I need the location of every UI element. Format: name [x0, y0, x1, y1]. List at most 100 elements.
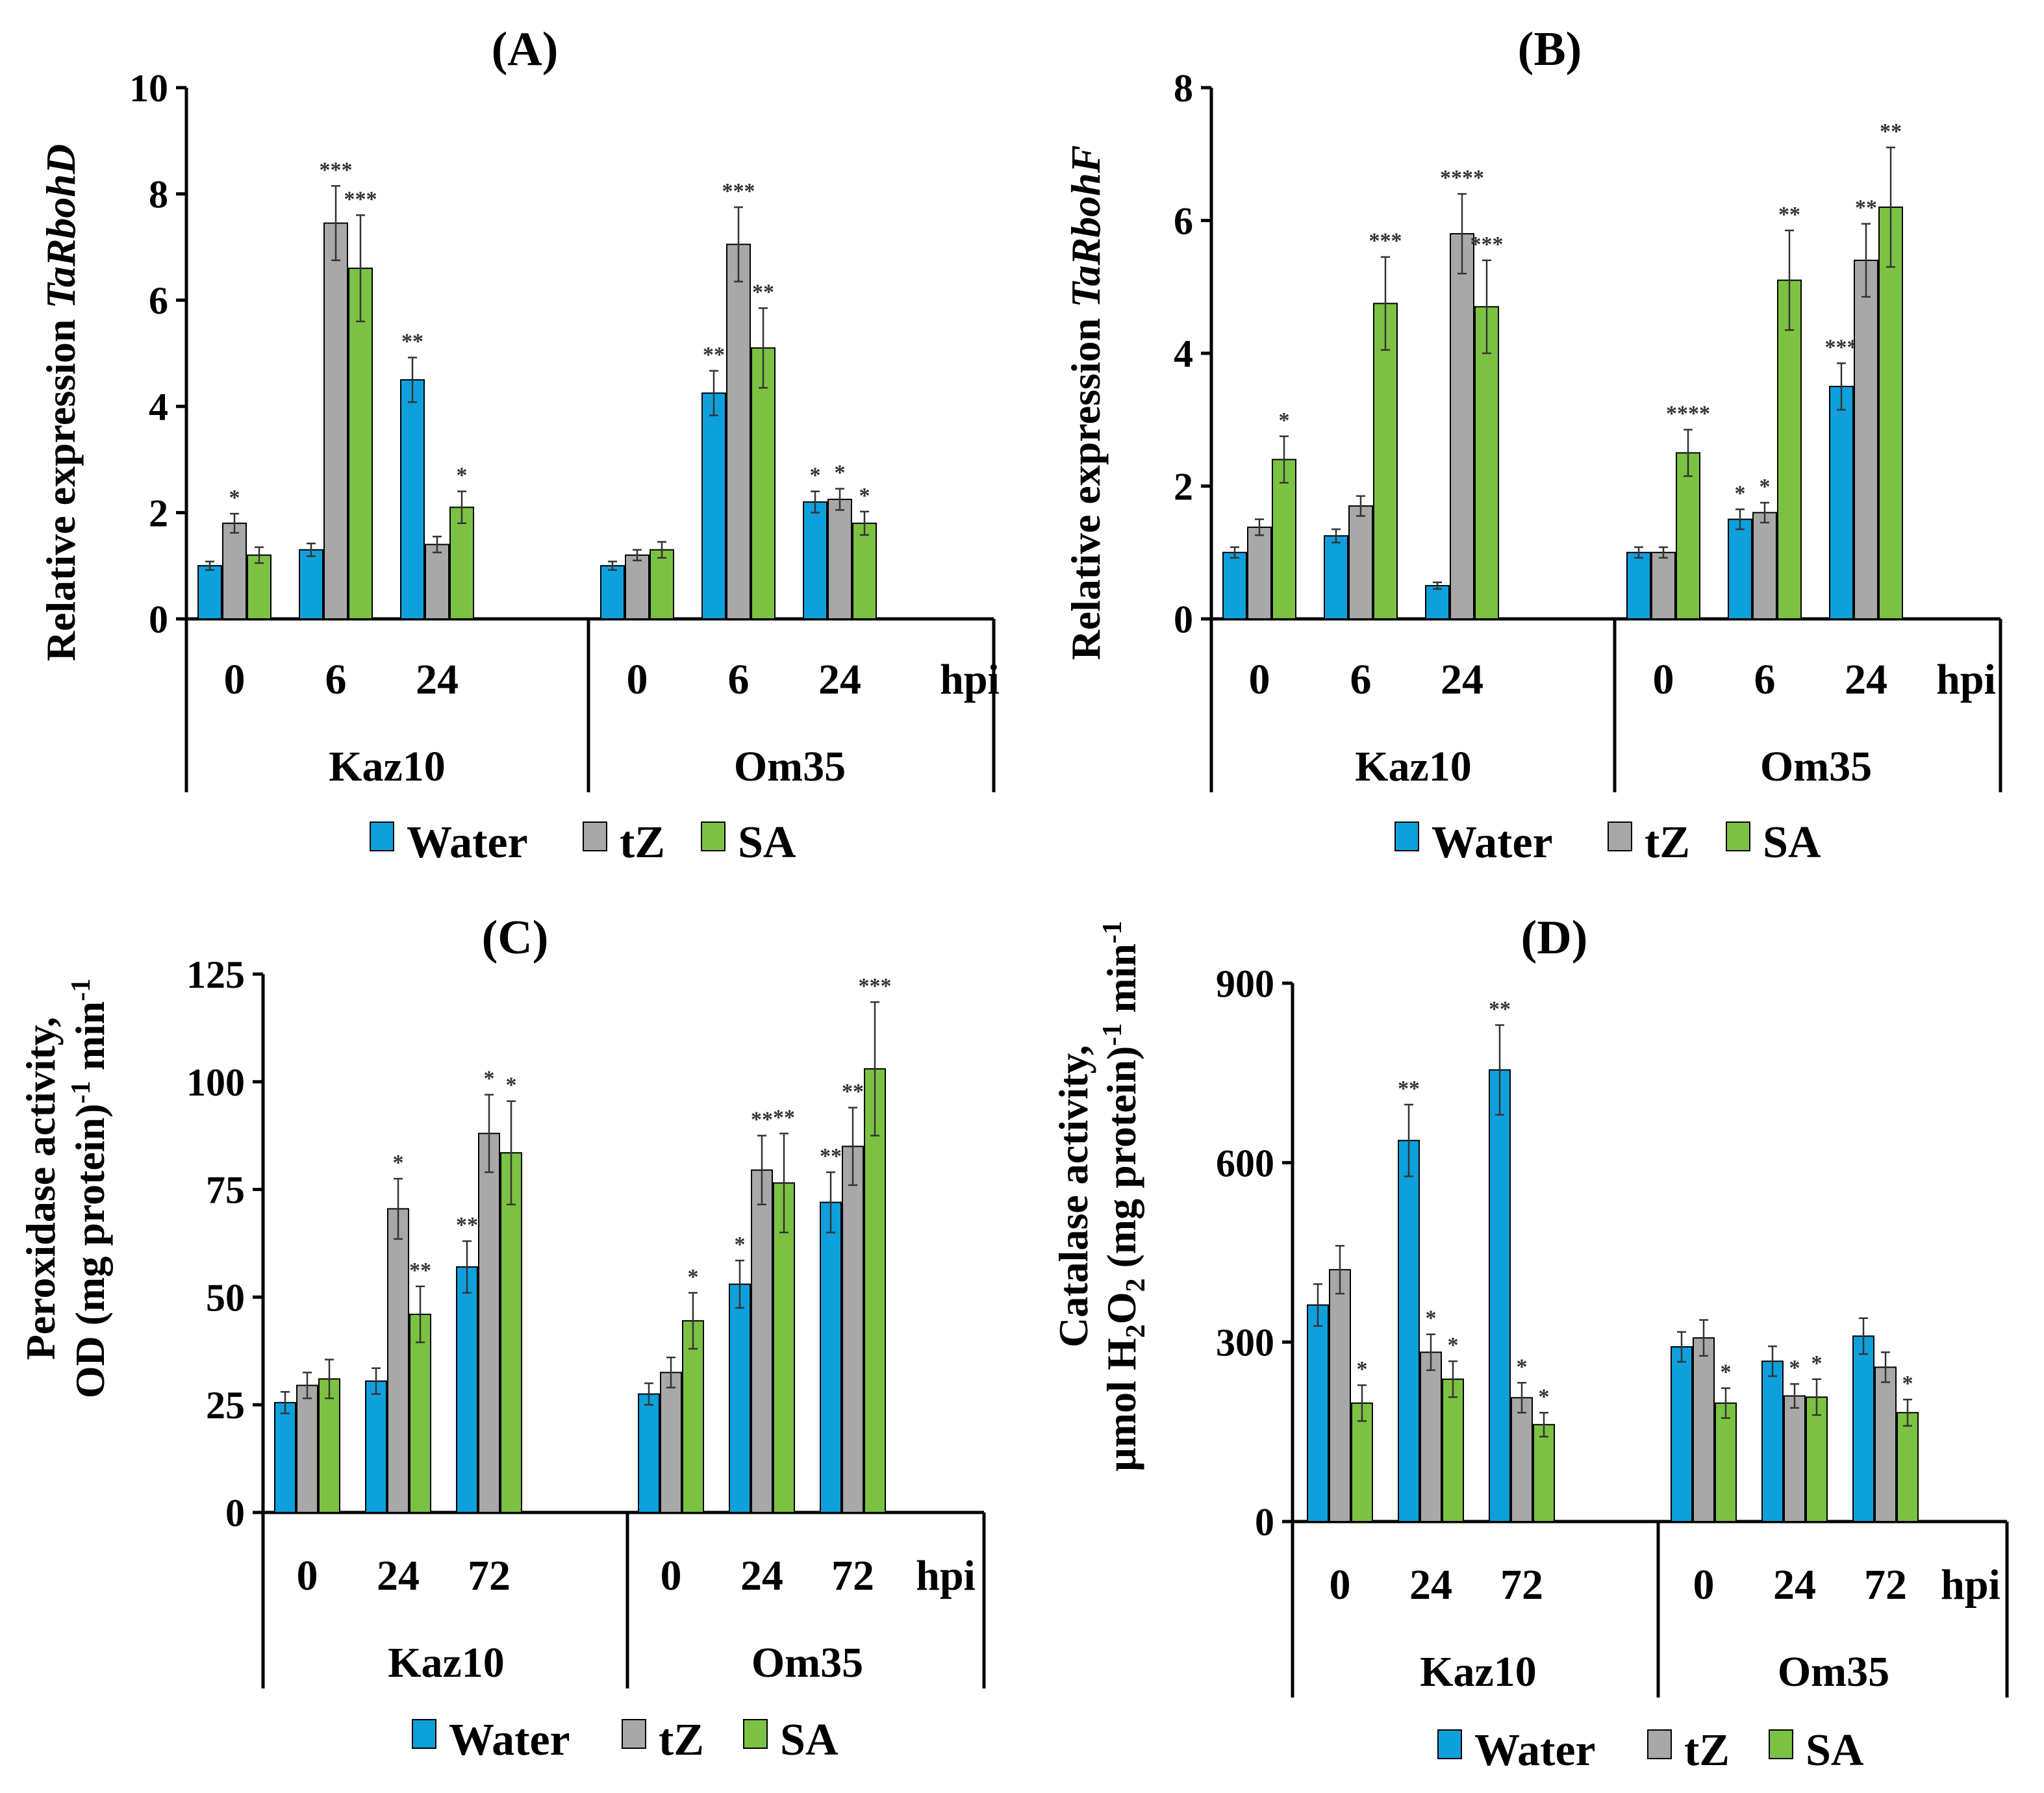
bar-water [1761, 1360, 1784, 1523]
y-axis-label-sup: -1 [1098, 921, 1128, 944]
y-tick-label: 0 [1255, 1501, 1274, 1544]
legend-swatch-sa [701, 821, 725, 851]
hpi-label: hpi [1941, 1561, 2000, 1609]
significance-mark: ** [409, 1259, 431, 1283]
y-tick-label: 25 [206, 1384, 245, 1427]
y-tick-label: 600 [1216, 1142, 1274, 1185]
y-tick-label: 2 [149, 492, 168, 534]
significance-mark: ** [842, 1080, 864, 1104]
y-axis-label-unit: min [1098, 944, 1144, 1023]
bar-sa [1474, 306, 1499, 620]
significance-mark: * [1902, 1372, 1913, 1396]
y-axis-label-gene: TaRbohF [1063, 145, 1109, 308]
y-tick-label: 10 [129, 67, 168, 110]
bar-water [197, 565, 222, 620]
y-axis-label-line2: OD (mg protein)-1 min-1 [66, 979, 113, 1399]
category-label: 24 [416, 656, 459, 703]
significance-mark: ** [703, 343, 725, 367]
chart-title: (D) [1521, 911, 1588, 964]
group-label: Kaz10 [1420, 1648, 1537, 1696]
bar-tz [478, 1133, 500, 1514]
significance-mark: ** [456, 1213, 478, 1237]
legend: Water tZ SA [1394, 818, 1821, 868]
group-label: Om35 [751, 1639, 863, 1686]
significance-mark: * [1811, 1351, 1823, 1375]
legend-swatch-water [370, 821, 394, 851]
chart-title: (B) [1518, 23, 1582, 76]
bar-water [820, 1201, 842, 1513]
bar-tz [425, 544, 449, 620]
legend-label-tz: tZ [1645, 818, 1690, 868]
bar-water [803, 501, 827, 620]
panel-a: (A) Relative expression TaRbohD hpi Kaz1… [38, 23, 1000, 868]
bar-tz [1854, 259, 1878, 620]
bar-sa [318, 1378, 340, 1513]
hpi-label: hpi [916, 1552, 976, 1599]
bar-sa [1351, 1402, 1373, 1523]
bar-tz [1450, 232, 1474, 620]
bar-sa [682, 1320, 704, 1513]
y-tick-label: 0 [225, 1492, 245, 1535]
significance-mark: * [1789, 1356, 1800, 1380]
bar-sa [650, 549, 674, 620]
y-tick-label: 4 [1174, 332, 1193, 375]
legend-label-sa: SA [738, 818, 796, 868]
significance-mark: * [859, 484, 870, 508]
bar-tz [323, 222, 348, 620]
y-axis-label-line1: Peroxidase activity, [18, 1017, 64, 1360]
y-tick-label: 0 [149, 598, 168, 641]
legend: Water tZ SA [1437, 1725, 1864, 1775]
bar-water [1728, 518, 1752, 620]
y-tick-label: 0 [1174, 598, 1193, 641]
bar-tz [1511, 1397, 1533, 1523]
y-axis-label-sup: -1 [1098, 1023, 1128, 1046]
legend-label-water: Water [449, 1715, 570, 1765]
significance-mark: *** [722, 179, 755, 203]
category-label: 6 [728, 656, 750, 703]
group-label: Kaz10 [1355, 743, 1472, 790]
bar-water [456, 1266, 478, 1513]
bar-sa [1272, 458, 1296, 620]
y-axis-label-line1: Catalase activity, [1050, 1045, 1096, 1348]
bar-tz [222, 522, 247, 620]
y-axis-label-sup: -1 [66, 1081, 96, 1103]
bar-tz [1348, 505, 1373, 620]
significance-mark: ** [1855, 196, 1877, 220]
y-axis-label-sub: 2 [1121, 1279, 1151, 1292]
bar-water [1398, 1140, 1420, 1522]
legend-swatch-tz [1647, 1729, 1672, 1759]
bar-tz [296, 1385, 318, 1513]
panel-b: (B) Relative expression TaRbohF hpi Kaz1… [1063, 23, 2002, 868]
significance-mark: * [1426, 1307, 1437, 1331]
bar-tz [625, 554, 650, 620]
category-label: 0 [1693, 1561, 1715, 1609]
bar-water [1626, 551, 1651, 620]
legend-swatch-tz [1608, 821, 1632, 851]
bar-sa [864, 1068, 886, 1514]
significance-mark: * [735, 1233, 746, 1257]
bar-sa [1442, 1378, 1464, 1523]
y-axis-label-rest: (mg protein) [1098, 1046, 1144, 1279]
bar-sa [409, 1313, 431, 1513]
legend-label-sa: SA [1806, 1725, 1864, 1775]
y-axis-label-text: Relative expression [1063, 308, 1109, 660]
y-axis-label-unit: min [67, 1001, 113, 1081]
bar-tz [660, 1372, 682, 1513]
y-axis-label-sub: 2 [1121, 1324, 1151, 1338]
significance-mark: *** [1825, 335, 1858, 359]
significance-mark: * [1448, 1333, 1459, 1357]
legend-label-water: Water [1474, 1725, 1596, 1775]
group-label: Kaz10 [329, 743, 446, 790]
y-tick-label: 75 [206, 1169, 245, 1212]
y-tick-label: 300 [1216, 1322, 1274, 1364]
significance-mark: * [1357, 1357, 1368, 1381]
significance-mark: * [810, 464, 821, 488]
category-label: 24 [1409, 1561, 1452, 1609]
y-tick-label: 50 [206, 1276, 245, 1319]
significance-mark: ** [1489, 997, 1511, 1021]
category-label: 24 [1441, 656, 1483, 703]
legend-label-tz: tZ [620, 818, 665, 868]
legend-label-water: Water [407, 818, 528, 868]
significance-mark: * [484, 1067, 495, 1091]
bar-water [600, 565, 625, 620]
